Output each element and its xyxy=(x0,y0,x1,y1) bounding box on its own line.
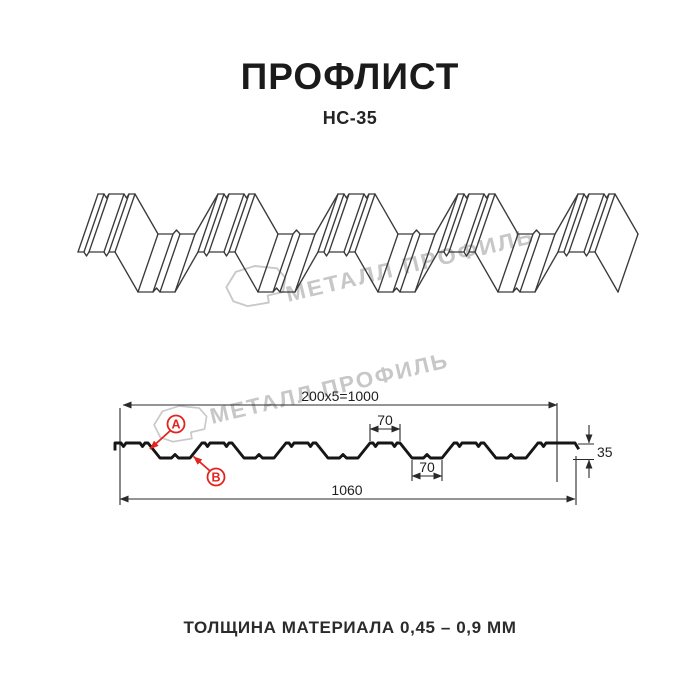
callout-a-label: А xyxy=(171,418,180,432)
dim-text-overall: 1060 xyxy=(331,482,362,498)
dim-text-top-total: 200x5=1000 xyxy=(301,388,379,404)
material-thickness-note: ТОЛЩИНА МАТЕРИАЛА 0,45 – 0,9 ММ xyxy=(183,618,517,637)
profile-model-label: НС-35 xyxy=(322,108,378,128)
page-title: ПРОФЛИСТ xyxy=(240,56,460,97)
callout-b: В xyxy=(192,455,226,487)
profile-3d-view: МЕТАЛЛ ПРОФИЛЬ xyxy=(77,193,639,308)
dim-text-rib-bottom: 70 xyxy=(419,459,435,475)
callout-a: А xyxy=(149,414,186,450)
dim-text-rib-top: 70 xyxy=(377,412,393,428)
cross-section-drawing: 200x5=1000 70 70 1060 35 А В xyxy=(113,388,613,505)
callout-b-label: В xyxy=(211,471,220,485)
sheet-rib-edges xyxy=(77,193,639,293)
profile-section-outline xyxy=(113,441,580,460)
dim-text-height: 35 xyxy=(597,444,613,460)
